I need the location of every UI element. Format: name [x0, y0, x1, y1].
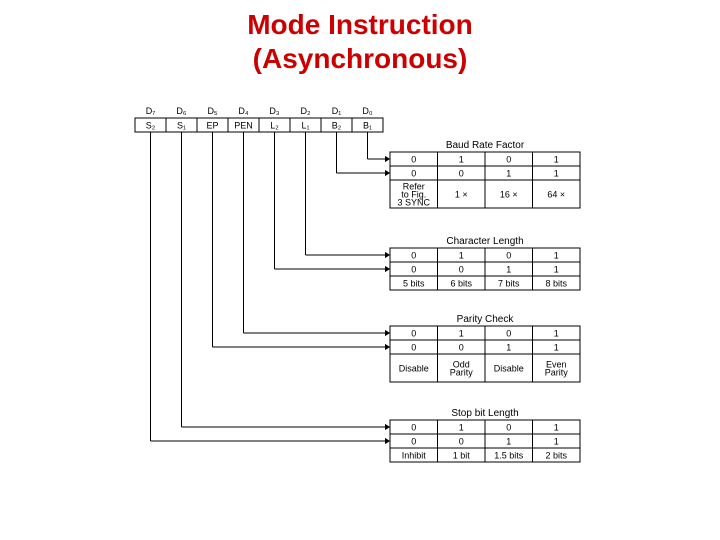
table-cell-text: 1 [554, 264, 559, 274]
table-cell-text: 7 bits [498, 278, 520, 288]
table-cell-text: 5 bits [403, 278, 425, 288]
table-cell-text: 0 [411, 154, 416, 164]
table-cell-text: 8 bits [545, 278, 567, 288]
table-cell-text: Parity [545, 367, 569, 377]
bit-header: D₅ [207, 106, 217, 116]
arrowhead-icon [385, 156, 390, 162]
table-cell-text: 1 bit [453, 450, 471, 460]
table-cell-text: 0 [506, 154, 511, 164]
arrowhead-icon [385, 266, 390, 272]
table-cell-text: Parity [450, 367, 474, 377]
table-cell-text: Disable [399, 363, 429, 373]
table-cell-text: 1 [554, 436, 559, 446]
table-cell-text: Disable [494, 363, 524, 373]
table-cell-text: 1 [554, 168, 559, 178]
table-cell-text: 6 bits [450, 278, 472, 288]
bit-name: EP [206, 120, 218, 130]
table-cell-text: 1 [554, 342, 559, 352]
arrowhead-icon [385, 170, 390, 176]
table-cell-text: 0 [411, 328, 416, 338]
table-cell-text: 0 [411, 264, 416, 274]
bit-name: L₁ [301, 120, 309, 130]
table-cell-text: 1 [554, 154, 559, 164]
table-cell-text: 1 [554, 250, 559, 260]
table-cell-text: 1 [459, 154, 464, 164]
table-cell-text: 0 [411, 168, 416, 178]
table-title: Baud Rate Factor [446, 140, 525, 151]
bit-name: S₁ [177, 120, 186, 130]
table-cell-text: 1 [554, 328, 559, 338]
table-cell-text: 64 × [547, 189, 565, 199]
bit-name: S₂ [146, 120, 156, 130]
table-cell-text: 1 [459, 250, 464, 260]
arrowhead-icon [385, 424, 390, 430]
table-cell-text: 0 [459, 342, 464, 352]
table-title: Parity Check [457, 314, 515, 325]
table-cell-text: 16 × [500, 189, 518, 199]
bit-header: D₆ [176, 106, 186, 116]
bit-header: D₃ [269, 106, 279, 116]
table-cell-text: 0 [411, 342, 416, 352]
table-cell-text: 0 [506, 328, 511, 338]
table-cell-text: 0 [459, 264, 464, 274]
arrowhead-icon [385, 438, 390, 444]
diagram-svg: D₇ S₂ D₆ S₁ D₅ EP D₄ PEN D₃ L₂ D₂ L₁ D₁ B₂ D₀ B₁ Baud Ra… [0, 0, 720, 540]
table-cell-text: 1.5 bits [494, 450, 524, 460]
table-cell-text: 1 [506, 264, 511, 274]
bit-name: B₂ [332, 120, 342, 130]
table-cell-text: 1 [506, 168, 511, 178]
table-cell-text: 0 [411, 250, 416, 260]
table-cell-text: 0 [411, 422, 416, 432]
bit-header: D₄ [238, 106, 248, 116]
table-cell-text: 3 SYNC [397, 197, 430, 207]
table-cell-text: 0 [411, 436, 416, 446]
table-cell-text: Inhibit [402, 450, 427, 460]
bit-name: L₂ [270, 120, 279, 130]
table-cell-text: 0 [459, 168, 464, 178]
bit-header: D₇ [146, 106, 156, 116]
table-title: Character Length [446, 236, 523, 247]
arrowhead-icon [385, 252, 390, 258]
arrowhead-icon [385, 330, 390, 336]
bit-header: D₀ [362, 106, 372, 116]
table-cell-text: 1 [506, 342, 511, 352]
table-cell-text: 1 [459, 422, 464, 432]
table-cell-text: 1 [459, 328, 464, 338]
bit-name: PEN [234, 120, 253, 130]
table-cell-text: 0 [459, 436, 464, 446]
bit-header: D₂ [301, 106, 311, 116]
table-cell-text: 0 [506, 422, 511, 432]
table-cell-text: 2 bits [545, 450, 567, 460]
table-title: Stop bit Length [451, 408, 518, 419]
table-cell-text: 1 × [455, 189, 468, 199]
bit-name: B₁ [363, 120, 372, 130]
table-cell-text: 0 [506, 250, 511, 260]
table-cell-text: 1 [506, 436, 511, 446]
table-cell-text: 1 [554, 422, 559, 432]
arrowhead-icon [385, 344, 390, 350]
bit-header: D₁ [332, 106, 342, 116]
